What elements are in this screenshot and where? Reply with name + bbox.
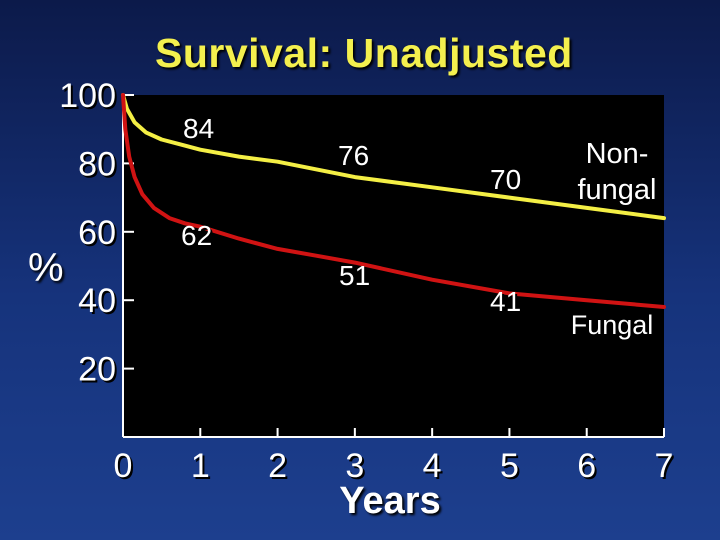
x-tick-label-shadow: 2 [270,449,289,487]
y-tick-label-shadow: 60 [80,216,118,254]
y-tick-label: 20 [78,351,116,389]
x-tick-label: 5 [500,447,519,485]
series-name-nonfungal-shadow: fungal [579,176,658,208]
y-tick-label-shadow: 80 [80,147,118,185]
series-line-fungal [121,93,666,309]
series-name-nonfungal: fungal [577,174,656,206]
plot-area [123,95,664,437]
data-label: 62 [181,220,212,251]
x-tick-label-shadow: 6 [579,449,598,487]
y-axis-label: % [28,246,64,290]
series-name-fungal: Fungal [571,310,654,340]
series-name-nonfungal: Non- [586,138,649,170]
x-tick-label: 3 [345,447,364,485]
x-tick-label-shadow: 7 [657,449,676,487]
y-tick-label: 100 [59,77,116,115]
x-tick-label-shadow: 5 [502,449,521,487]
data-label-shadow: 51 [341,262,372,293]
data-label: 51 [339,260,370,291]
y-tick-label-shadow: 20 [80,353,118,391]
data-label: 76 [338,140,369,171]
x-tick-label-shadow: 3 [347,449,366,487]
y-tick-label-shadow: 40 [80,284,118,322]
data-label-shadow: 62 [183,222,214,253]
data-label: 41 [490,286,521,317]
x-tick-label: 7 [655,447,674,485]
x-tick-label-shadow: 4 [425,449,444,487]
series-name-nonfungal-shadow: Non- [588,140,651,172]
chart-title: Survival: Unadjusted [155,30,573,76]
x-tick-label-shadow: 0 [116,449,135,487]
x-tick-label: 0 [114,447,133,485]
x-tick-label: 1 [191,447,210,485]
series-line-nonfungal [121,93,666,221]
data-label: 70 [490,164,521,195]
x-tick-label: 2 [268,447,287,485]
x-axis-label: Years [339,480,441,522]
data-label-shadow: 41 [492,288,523,319]
data-label-shadow: 84 [185,115,216,146]
x-tick-label: 4 [423,447,442,485]
y-tick-label: 40 [78,282,116,320]
x-tick-label-shadow: 1 [193,449,212,487]
y-tick-label-shadow: 100 [61,79,118,117]
data-label-shadow: 70 [492,166,523,197]
x-tick-label: 6 [577,447,596,485]
data-label-shadow: 76 [340,142,371,173]
data-label: 84 [183,113,214,144]
y-tick-label: 80 [78,145,116,183]
series-name-fungal-shadow: Fungal [573,312,656,342]
y-tick-label: 60 [78,214,116,252]
